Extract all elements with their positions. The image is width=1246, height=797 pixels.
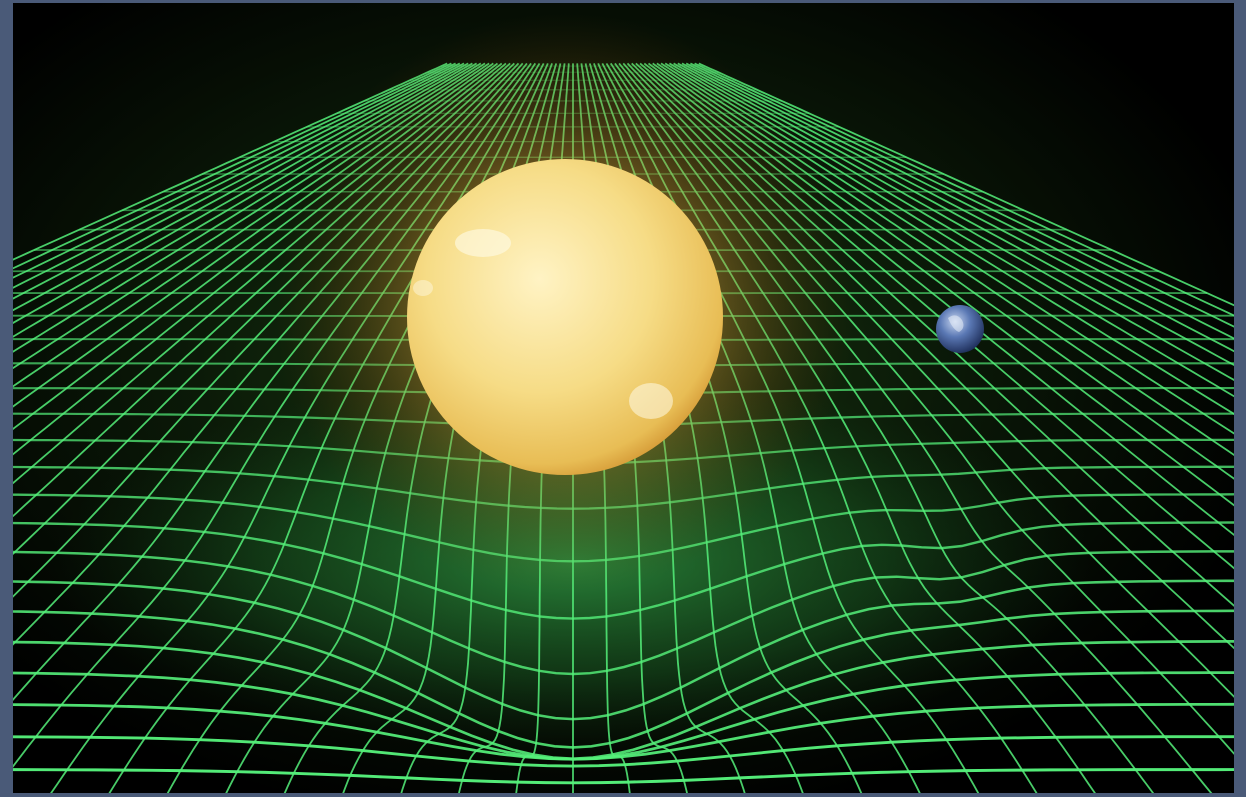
grid-line — [694, 62, 1234, 317]
scene-canvas — [13, 3, 1234, 793]
grid-line — [698, 62, 1234, 307]
sun-icon — [407, 159, 723, 475]
grid-line — [689, 62, 1234, 328]
grid-line — [13, 62, 448, 261]
spacetime-illustration — [13, 3, 1234, 793]
earth-icon — [936, 305, 984, 353]
